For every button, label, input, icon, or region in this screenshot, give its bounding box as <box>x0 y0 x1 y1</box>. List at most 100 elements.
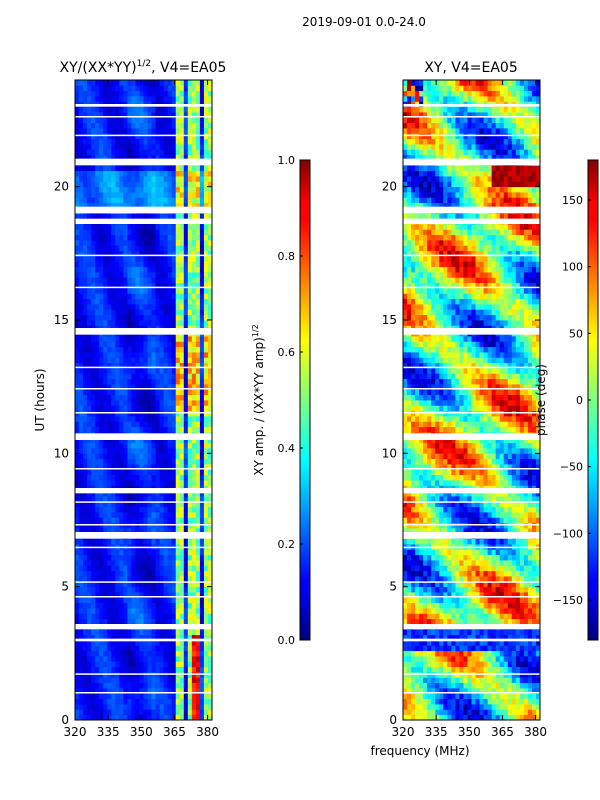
heatmap-cell <box>95 490 100 497</box>
heatmap-cell <box>151 138 156 145</box>
heatmap-cell <box>199 528 205 534</box>
heatmap-cell <box>471 650 476 657</box>
heatmap-cell <box>131 538 136 545</box>
heatmap-cell <box>187 453 193 460</box>
heatmap-cell <box>459 709 464 716</box>
heatmap-cell <box>179 181 185 188</box>
heatmap-cell <box>187 234 193 241</box>
heatmap-cell <box>99 405 104 412</box>
heatmap-cell <box>175 112 181 118</box>
heatmap-cell <box>95 592 100 598</box>
heatmap-cell <box>183 448 189 454</box>
heatmap-cell <box>207 240 212 246</box>
heatmap-cell <box>79 469 84 476</box>
heatmap-cell <box>95 576 100 582</box>
heatmap-cell <box>207 709 212 716</box>
heatmap-cell <box>475 602 480 609</box>
heatmap-cell <box>159 234 165 241</box>
heatmap-cell <box>79 506 84 513</box>
heatmap-cell <box>87 394 92 401</box>
heatmap-cell <box>175 314 181 321</box>
heatmap-cell <box>147 704 152 710</box>
heatmap-cell <box>119 341 124 348</box>
heatmap-cell <box>151 176 156 182</box>
heatmap-cell <box>427 645 432 652</box>
heatmap-cell <box>111 512 116 518</box>
heatmap-cell <box>151 501 156 508</box>
heatmap-cell <box>207 645 212 652</box>
heatmap-cell <box>499 656 505 662</box>
heatmap-cell <box>199 394 205 401</box>
heatmap-cell <box>179 144 185 150</box>
heatmap-cell <box>107 368 112 374</box>
heatmap-cell <box>203 266 209 273</box>
heatmap-cell <box>467 682 472 689</box>
heatmap-cell <box>119 554 124 561</box>
heatmap-cell <box>115 474 120 481</box>
flagged-gap <box>75 254 212 257</box>
heatmap-cell <box>151 490 156 497</box>
heatmap-cell <box>187 149 193 156</box>
heatmap-cell <box>155 373 161 380</box>
heatmap-cell <box>179 245 185 252</box>
heatmap-cell <box>155 597 161 604</box>
heatmap-cell <box>159 682 165 689</box>
heatmap-cell <box>191 688 197 694</box>
heatmap-cell <box>115 256 120 262</box>
heatmap-cell <box>83 165 88 172</box>
heatmap-cell <box>91 298 96 305</box>
heatmap-cell <box>179 106 185 113</box>
heatmap-cell <box>139 250 144 257</box>
heatmap-cell <box>75 362 80 369</box>
heatmap-cell <box>203 453 209 460</box>
heatmap-cell <box>111 213 116 220</box>
heatmap-cell <box>159 480 165 486</box>
heatmap-cell <box>187 554 193 561</box>
heatmap-cell <box>451 661 456 668</box>
heatmap-cell <box>119 421 124 428</box>
heatmap-cell <box>95 522 100 529</box>
heatmap-cell <box>167 522 173 529</box>
heatmap-cell <box>523 602 529 609</box>
heatmap-cell <box>119 90 124 97</box>
heatmap-cell <box>159 170 165 177</box>
heatmap-cell <box>79 320 84 326</box>
heatmap-cell <box>135 448 140 454</box>
heatmap-cell <box>87 453 92 460</box>
heatmap-cell <box>79 549 84 556</box>
heatmap-cell <box>95 506 100 513</box>
heatmap-cell <box>195 128 201 134</box>
heatmap-cell <box>467 618 472 625</box>
heatmap-cell <box>99 565 104 572</box>
heatmap-cell <box>143 186 148 193</box>
heatmap-cell <box>179 618 185 625</box>
heatmap-cell <box>151 229 156 236</box>
heatmap-cell <box>163 240 169 246</box>
heatmap-cell <box>175 229 181 236</box>
heatmap-cell <box>127 192 132 198</box>
heatmap-cell <box>91 106 96 113</box>
heatmap-cell <box>115 469 120 476</box>
heatmap-cell <box>159 389 165 396</box>
heatmap-cell <box>171 469 177 476</box>
heatmap-cell <box>435 634 440 641</box>
heatmap-cell <box>91 581 96 588</box>
heatmap-cell <box>127 586 132 593</box>
heatmap-cell <box>175 352 181 358</box>
heatmap-cell <box>123 149 128 156</box>
heatmap-cell <box>95 538 100 545</box>
heatmap-cell <box>135 410 140 417</box>
heatmap-cell <box>159 314 165 321</box>
heatmap-cell <box>207 496 212 502</box>
heatmap-cell <box>151 613 156 620</box>
heatmap-cell <box>95 192 100 198</box>
heatmap-cell <box>99 682 104 689</box>
heatmap-cell <box>119 490 124 497</box>
heatmap-cell <box>207 714 212 720</box>
heatmap-cell <box>135 277 140 284</box>
heatmap-cell <box>135 245 140 252</box>
heatmap-cell <box>451 592 456 598</box>
heatmap-cell <box>515 672 521 678</box>
heatmap-cell <box>155 256 161 262</box>
heatmap-cell <box>147 128 152 134</box>
